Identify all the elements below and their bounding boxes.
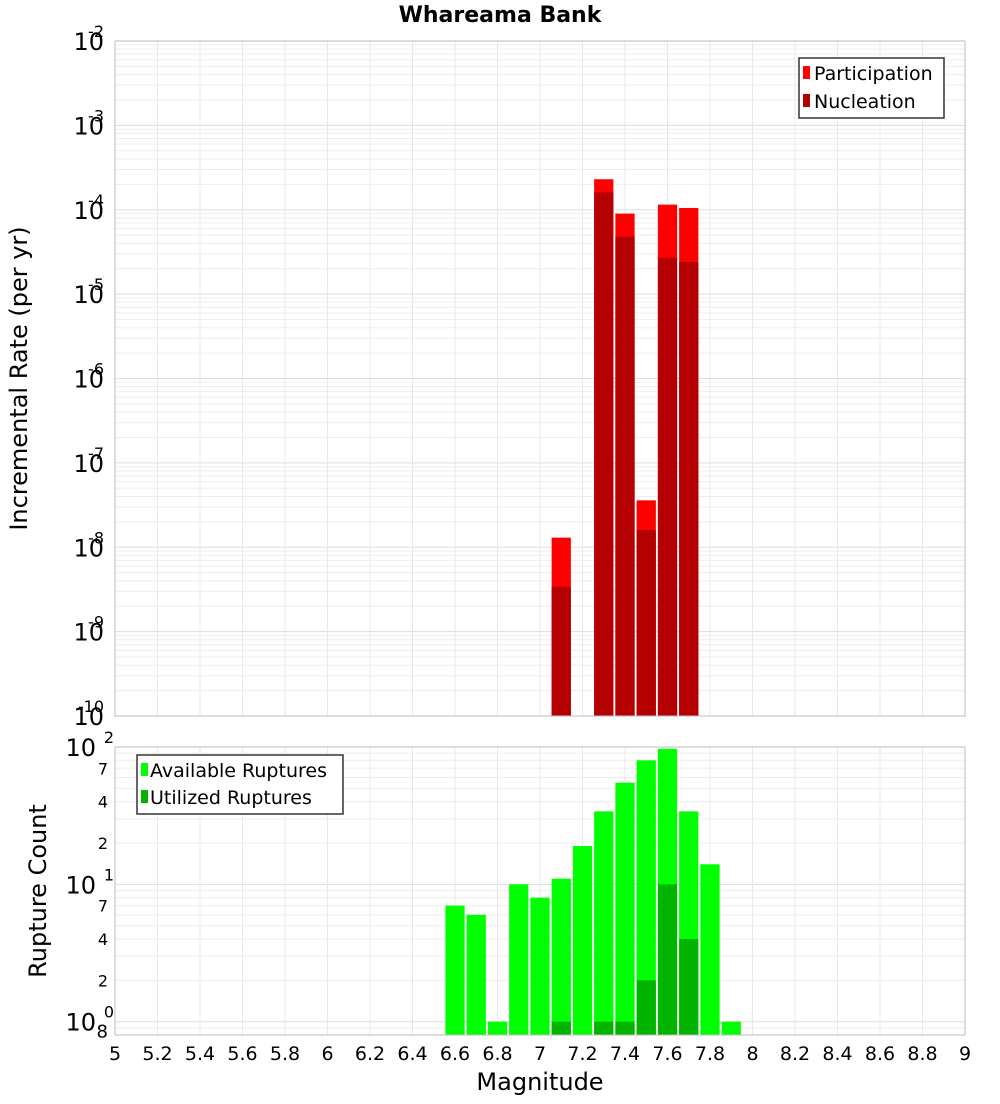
- bar-utilized-ruptures-7.4: [615, 1021, 635, 1035]
- legend: Participation Nucleation: [798, 57, 945, 119]
- bar-available-ruptures-7.4: [615, 782, 635, 1035]
- x-tick-label: 8.6: [865, 1043, 895, 1065]
- y-tick-label: 10: [65, 734, 96, 762]
- x-tick-label: 9: [959, 1043, 971, 1065]
- y-minor-tick-label: 2: [98, 971, 108, 990]
- legend-swatch: [141, 790, 148, 803]
- y-tick-label: 10: [73, 534, 104, 562]
- y-tick-exponent: -3: [88, 106, 104, 125]
- y-tick-exponent: -5: [88, 275, 104, 294]
- y-minor-tick-label: 7: [98, 759, 108, 778]
- y-tick-label: 10: [65, 1009, 96, 1037]
- y-minor-tick-label: 8: [97, 1022, 108, 1043]
- y-tick-exponent: 2: [104, 728, 114, 747]
- x-tick-label: 5: [109, 1043, 121, 1065]
- x-tick-label: 7: [534, 1043, 546, 1065]
- legend-label: Nucleation: [814, 91, 916, 113]
- y-tick-exponent: -4: [88, 191, 104, 210]
- x-tick-label: 8: [746, 1043, 758, 1065]
- y-axis-label: Incremental Rate (per yr): [5, 226, 33, 530]
- bar-available-ruptures-7.3: [594, 811, 614, 1035]
- legend-swatch: [803, 94, 810, 107]
- bar-available-ruptures-7.2: [572, 846, 593, 1035]
- legend-box: [136, 754, 344, 815]
- x-tick-label: 6: [321, 1043, 333, 1065]
- x-tick-label: 7.4: [610, 1043, 640, 1065]
- bar-available-ruptures-7: [530, 897, 550, 1035]
- y-tick-exponent: -9: [88, 613, 104, 632]
- x-axis-label: Magnitude: [476, 1068, 603, 1096]
- bar-available-ruptures-6.6: [445, 905, 465, 1035]
- y-minor-tick-label: 7: [98, 897, 108, 916]
- legend-label: Available Ruptures: [150, 760, 327, 782]
- x-tick-label: 8.2: [780, 1043, 810, 1065]
- legend-label: Participation: [814, 63, 933, 85]
- y-axis-label: Rupture Count: [24, 804, 52, 978]
- y-tick-exponent: -10: [78, 697, 104, 716]
- legend: Available Ruptures Utilized Ruptures: [136, 754, 344, 815]
- x-tick-label: 8.4: [822, 1043, 852, 1065]
- bar-available-ruptures-6.9: [509, 884, 529, 1035]
- plot-frame: [114, 40, 966, 717]
- y-tick-label: 10: [73, 28, 104, 56]
- bar-utilized-ruptures-7.3: [594, 1021, 614, 1035]
- bar-available-ruptures-7.8: [700, 864, 720, 1035]
- bar-nucleation-7.3: [594, 192, 614, 717]
- y-tick-label: 10: [73, 450, 104, 478]
- legend-swatch: [141, 763, 148, 776]
- bar-available-ruptures-6.7: [466, 914, 486, 1035]
- bar-nucleation-7.1: [551, 586, 571, 716]
- y-tick-exponent: 0: [104, 1003, 114, 1022]
- y-tick-exponent: -8: [88, 528, 104, 547]
- y-tick-exponent: -6: [88, 360, 104, 379]
- x-tick-label: 5.4: [185, 1043, 215, 1065]
- plot-frame: [114, 746, 966, 1036]
- y-minor-tick-label: 2: [98, 834, 108, 853]
- x-tick-label: 6.2: [355, 1043, 385, 1065]
- y-tick-label: 10: [65, 871, 96, 899]
- x-tick-label: 6.4: [397, 1043, 427, 1065]
- x-tick-label: 5.8: [270, 1043, 300, 1065]
- x-tick-label: 6.6: [440, 1043, 470, 1065]
- y-tick-label: 10: [73, 281, 104, 309]
- x-tick-label: 5.6: [227, 1043, 257, 1065]
- bar-available-ruptures-6.8: [487, 1021, 508, 1035]
- y-tick-label: 10: [73, 197, 104, 225]
- y-minor-tick-label: 4: [98, 930, 108, 949]
- y-tick-label: 10: [73, 112, 104, 140]
- y-tick-exponent: 1: [104, 865, 114, 884]
- bar-utilized-ruptures-7.5: [636, 980, 656, 1035]
- x-tick-label: 8.8: [907, 1043, 937, 1065]
- chart-title: Whareama Bank: [399, 3, 603, 28]
- bar-available-ruptures-7.9: [721, 1021, 741, 1035]
- bar-utilized-ruptures-7.1: [551, 1021, 571, 1035]
- bar-utilized-ruptures-7.7: [679, 939, 699, 1035]
- y-tick-label: 10: [73, 703, 104, 731]
- legend-label: Utilized Ruptures: [150, 787, 312, 809]
- y-tick-label: 10: [73, 366, 104, 394]
- x-tick-label: 5.2: [142, 1043, 172, 1065]
- y-minor-tick-label: 4: [98, 793, 108, 812]
- y-tick-exponent: -2: [88, 22, 104, 41]
- bar-available-ruptures-7.5: [636, 760, 656, 1035]
- bar-nucleation-7.4: [615, 236, 635, 716]
- x-tick-label: 7.8: [695, 1043, 725, 1065]
- legend-box: [798, 57, 945, 119]
- bar-nucleation-7.5: [636, 530, 656, 716]
- bar-utilized-ruptures-7.6: [657, 884, 678, 1035]
- bar-available-ruptures-7.1: [551, 878, 571, 1035]
- x-tick-label: 6.8: [482, 1043, 512, 1065]
- legend-swatch: [803, 66, 810, 79]
- x-tick-label: 7.6: [652, 1043, 682, 1065]
- bar-nucleation-7.6: [657, 257, 678, 716]
- bar-nucleation-7.7: [679, 262, 699, 716]
- y-tick-exponent: -7: [88, 444, 104, 463]
- y-tick-label: 10: [73, 619, 104, 647]
- rate-panel: 10-1010-910-810-710-610-510-410-310-2Inc…: [5, 22, 966, 731]
- x-tick-label: 7.2: [567, 1043, 597, 1065]
